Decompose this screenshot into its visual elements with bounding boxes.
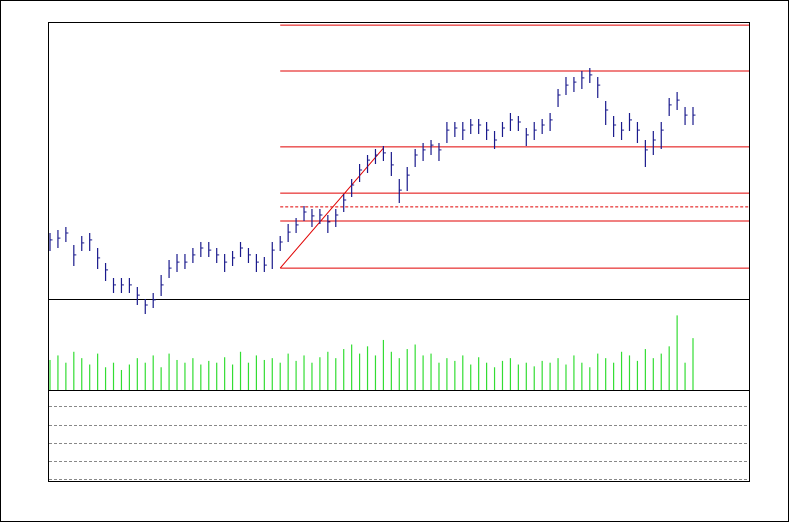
trend-line [279, 147, 384, 269]
indicator-grid [49, 406, 749, 480]
plot-frame [48, 22, 750, 482]
